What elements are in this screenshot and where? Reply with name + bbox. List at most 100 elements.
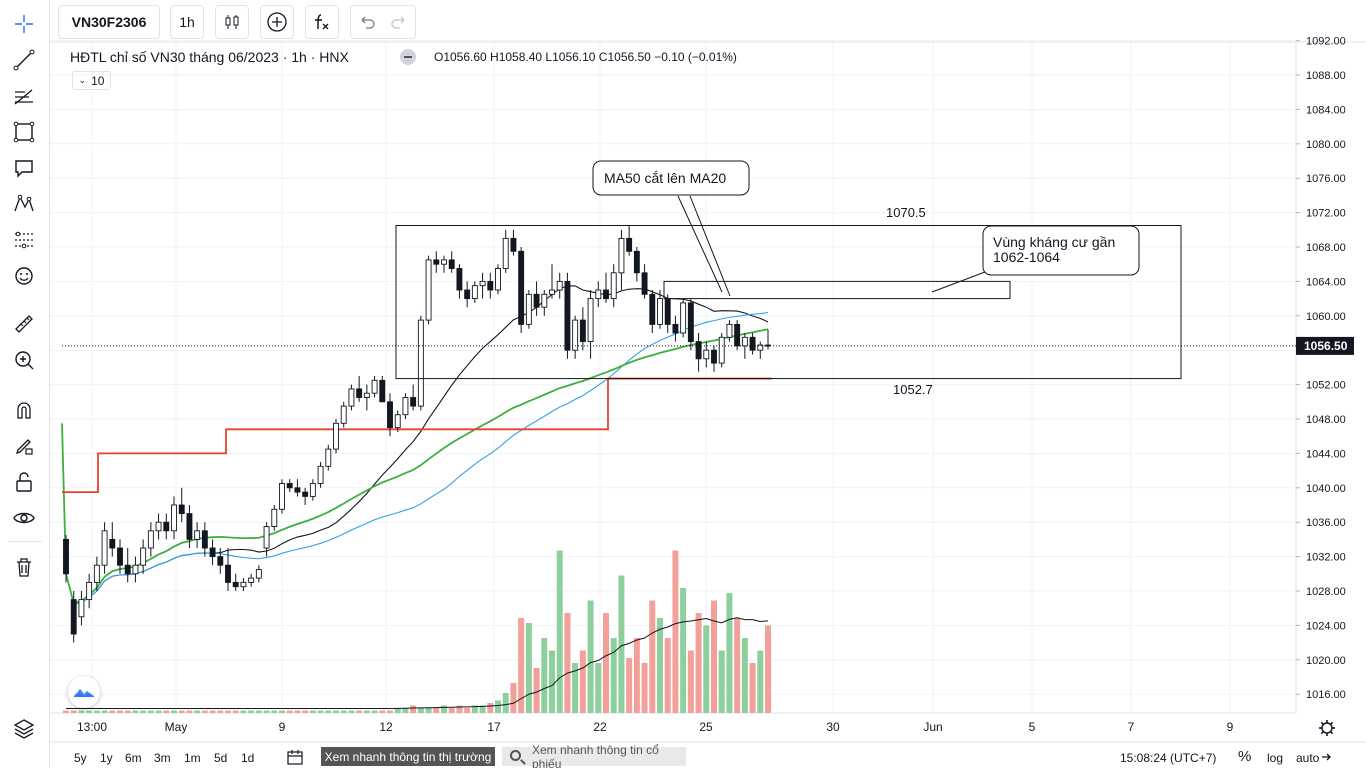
volume-bar xyxy=(718,650,725,713)
chart-type-button[interactable] xyxy=(215,5,249,39)
indicators-fx-button[interactable] xyxy=(305,5,339,39)
volume-bar xyxy=(649,600,656,713)
log-toggle[interactable]: log xyxy=(1267,751,1284,765)
trend-line-icon[interactable] xyxy=(10,46,38,74)
volume-bar xyxy=(201,710,208,713)
candle-body xyxy=(356,388,363,398)
candle-body xyxy=(379,379,386,403)
price-tick-label: 1084.00 xyxy=(1306,104,1346,116)
range-top-label: 1070.5 xyxy=(886,205,926,220)
date-range-icon[interactable] xyxy=(286,749,304,766)
eye-icon[interactable] xyxy=(10,504,38,532)
range-5y[interactable]: 5y xyxy=(74,751,87,765)
symbol-search-button[interactable]: VN30F2306 xyxy=(58,5,160,39)
lock-icon[interactable] xyxy=(10,468,38,496)
price-tick-label: 1044.00 xyxy=(1306,448,1346,460)
settings-gear-icon[interactable] xyxy=(1319,720,1335,736)
candle-body xyxy=(425,259,432,321)
volume-bar xyxy=(271,710,278,713)
candle-body xyxy=(240,581,247,588)
scroll-right-icon[interactable] xyxy=(1318,749,1334,765)
volume-bar xyxy=(502,693,509,713)
range-5d[interactable]: 5d xyxy=(214,751,228,765)
chevron-down-icon: ⌄ xyxy=(78,75,87,85)
price-chart[interactable]: MA50 cắt lên MA20 Vùng kháng cư gần1062-1… xyxy=(0,0,1366,746)
search-icon xyxy=(510,750,521,761)
plus-circle-icon xyxy=(267,12,287,32)
chart-legend: HĐTL chỉ số VN30 tháng 06/2023 · 1h · HN… xyxy=(70,47,349,67)
fib-retracement-icon[interactable] xyxy=(10,82,38,110)
candle-body xyxy=(132,564,139,575)
volume-bars xyxy=(63,550,771,713)
trash-icon[interactable] xyxy=(10,553,38,581)
candle-body xyxy=(309,483,316,497)
candle-body xyxy=(757,344,764,351)
candles-icon xyxy=(225,15,239,29)
object-tree-icon[interactable] xyxy=(10,715,38,743)
ruler-icon[interactable] xyxy=(10,310,38,338)
candle-body xyxy=(86,581,93,601)
redo-icon[interactable] xyxy=(390,13,408,31)
emoji-icon[interactable] xyxy=(10,262,38,290)
range-6m[interactable]: 6m xyxy=(125,751,142,765)
volume-bar xyxy=(541,638,548,713)
candle-body xyxy=(124,564,131,575)
volume-bar xyxy=(556,550,563,713)
candle-body xyxy=(672,323,679,334)
crosshair-icon[interactable] xyxy=(10,10,38,38)
candle-body xyxy=(433,259,440,265)
percent-toggle[interactable]: % xyxy=(1238,748,1252,765)
zoom-in-icon[interactable] xyxy=(10,346,38,374)
candle-body xyxy=(579,319,586,343)
volume-bar xyxy=(672,550,679,713)
volume-bar xyxy=(549,650,555,713)
stay-in-drawing-icon[interactable] xyxy=(10,432,38,460)
range-bottom-label: 1052.7 xyxy=(893,382,933,397)
volume-bar xyxy=(441,705,447,713)
range-1y[interactable]: 1y xyxy=(100,751,113,765)
candle-body xyxy=(394,414,401,429)
pattern-icon[interactable] xyxy=(10,190,38,218)
top-toolbar: VN30F2306 1h xyxy=(50,0,1366,44)
add-indicator-button[interactable] xyxy=(260,5,294,39)
volume-bar xyxy=(78,710,85,713)
interval-button[interactable]: 1h xyxy=(170,5,204,39)
rectangle-icon[interactable] xyxy=(10,118,38,146)
stock-overview-button[interactable]: Xem nhanh thông tin cổ phiếu xyxy=(502,743,686,768)
resistance-box xyxy=(663,280,1011,300)
indicator-count: 10 xyxy=(91,73,105,88)
text-note-icon[interactable] xyxy=(10,154,38,182)
candle-body xyxy=(541,293,548,308)
candle-body xyxy=(255,569,262,579)
candle-body xyxy=(186,513,193,540)
candle-body xyxy=(140,547,147,566)
volume-bar xyxy=(309,710,316,713)
volume-bar xyxy=(140,710,147,713)
indicators-toggle[interactable]: ⌄ 10 xyxy=(72,71,111,90)
candle-body xyxy=(633,250,640,274)
time-tick-label: 17 xyxy=(487,720,501,734)
clock[interactable]: 15:08:24 (UTC+7) xyxy=(1120,751,1217,765)
range-1m[interactable]: 1m xyxy=(184,751,201,765)
magnet-icon[interactable] xyxy=(10,396,38,424)
volume-bar xyxy=(155,710,162,713)
undo-icon[interactable] xyxy=(358,13,376,31)
prediction-icon[interactable] xyxy=(10,226,38,254)
volume-bar xyxy=(394,708,401,713)
candle-body xyxy=(93,564,100,583)
price-tick-label: 1036.00 xyxy=(1306,517,1346,529)
legend-minus-icon[interactable] xyxy=(400,49,416,65)
candle-body xyxy=(248,577,255,583)
candle-body xyxy=(587,298,594,343)
time-tick-label: Jun xyxy=(923,720,942,734)
range-1d[interactable]: 1d xyxy=(241,751,255,765)
logo-icon[interactable] xyxy=(68,676,100,708)
market-overview-button[interactable]: Xem nhanh thông tin thị trường xyxy=(321,747,495,766)
volume-bar xyxy=(294,710,301,713)
volume-bar xyxy=(70,710,77,713)
auto-toggle[interactable]: auto xyxy=(1296,751,1320,765)
range-3m[interactable]: 3m xyxy=(154,751,171,765)
candle-body xyxy=(302,491,309,497)
candle-body xyxy=(194,530,201,540)
volume-bar xyxy=(225,710,231,713)
